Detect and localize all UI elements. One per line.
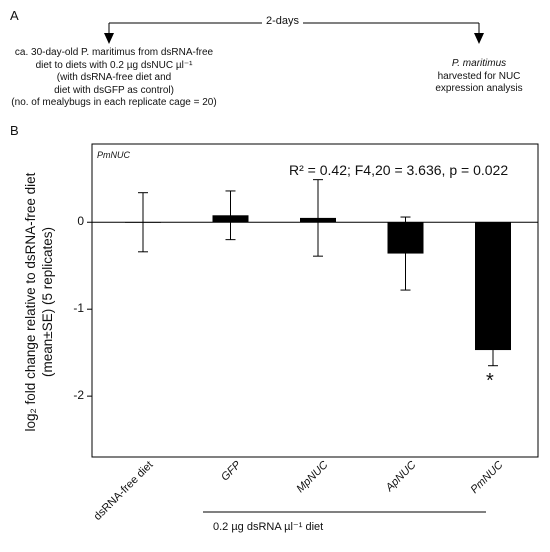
left-note-line-3: (with dsRNA-free diet and	[56, 72, 172, 83]
chart-stat-text: R² = 0.42; F4,20 = 3.636, p = 0.022	[289, 162, 509, 178]
right-note-line-1: P. maritimus	[451, 58, 507, 69]
timeline-end-arrowhead	[474, 33, 484, 44]
y-axis-label-line-1: log₂ fold change relative to dsRNA-free …	[23, 172, 38, 432]
chart-corner-label: PmNUC	[97, 150, 130, 160]
right-note: P. maritimus harvested for NUC expressio…	[420, 58, 538, 96]
timeline-duration-label: 2-days	[262, 15, 304, 27]
right-note-line-2: harvested for NUC	[437, 70, 521, 82]
significance-marker: *	[486, 369, 494, 392]
y-tick-label: 0	[77, 214, 84, 229]
panel-b-letter: B	[10, 123, 19, 138]
left-note-line-5: (no. of mealybugs in each replicate cage…	[11, 97, 217, 108]
bar-pmnuc	[475, 222, 511, 351]
y-axis-label-line-2: (mean±SE) (5 replicates)	[40, 227, 55, 377]
group-label: 0.2 µg dsRNA µl⁻¹ diet	[213, 521, 324, 533]
left-note-line-2: diet to diets with 0.2 µg dsNUC µl⁻¹	[35, 59, 193, 71]
right-note-line-3: expression analysis	[435, 83, 523, 94]
panel-a-letter: A	[10, 8, 19, 23]
plot-frame	[91, 143, 539, 458]
left-note-line-1: ca. 30-day-old P. maritimus from dsRNA-f…	[14, 47, 214, 58]
left-note: ca. 30-day-old P. maritimus from dsRNA-f…	[0, 47, 260, 110]
left-note-line-4: diet with dsGFP as control)	[54, 84, 174, 96]
y-axis-label: log₂ fold change relative to dsRNA-free …	[22, 142, 56, 462]
y-tick-label: -1	[73, 301, 84, 316]
timeline-start-arrowhead	[104, 33, 114, 44]
y-tick-label: -2	[73, 388, 84, 403]
chart-plot-area	[87, 143, 539, 458]
